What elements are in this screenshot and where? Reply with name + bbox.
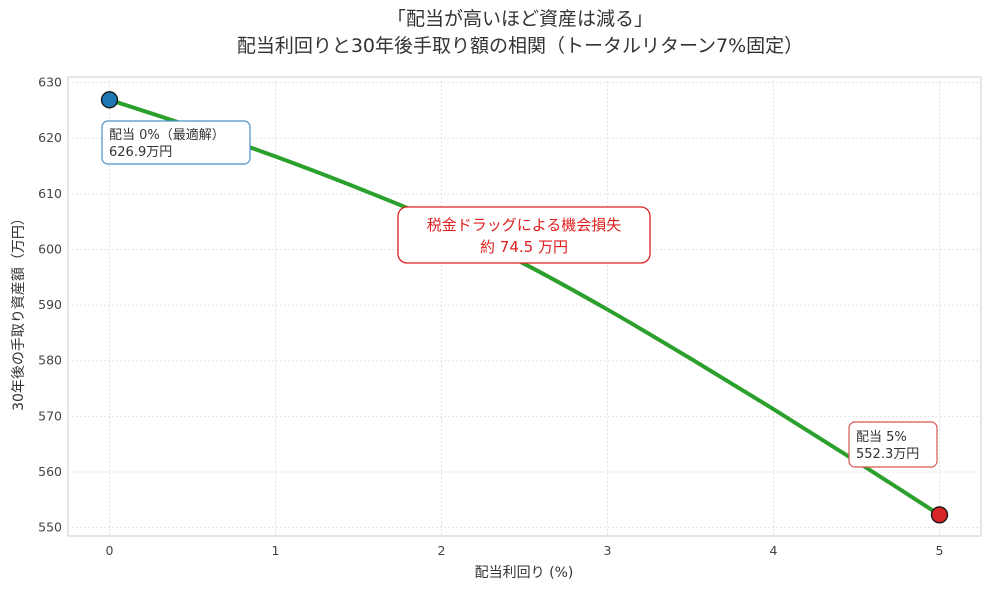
chart-title-line-2: 配当利回りと30年後手取り額の相関（トータルリターン7%固定） (237, 35, 803, 57)
annotation-dividend-0: 配当 0%（最適解） 626.9万円 (101, 120, 251, 165)
y-tick-label: 630 (38, 75, 62, 90)
y-tick-label: 600 (38, 241, 62, 256)
x-tick-label: 0 (106, 543, 114, 558)
marker-point (100, 91, 119, 109)
y-tick-label: 570 (38, 408, 62, 423)
y-tick-label: 610 (38, 186, 62, 201)
y-tick-label: 560 (38, 464, 62, 479)
annotation-loss-line-2: 約 74.5 万円 (480, 238, 568, 256)
annotation-0-line-1: 配当 0%（最適解） (109, 127, 225, 143)
y-tick-label: 590 (38, 297, 62, 312)
annotation-0-line-2: 626.9万円 (109, 145, 172, 160)
y-tick-label: 620 (38, 130, 62, 145)
annotation-box-0 (101, 120, 251, 165)
y-axis-label: 30年後の手取り資産額（万円） (11, 211, 27, 411)
x-tick-label: 2 (438, 543, 446, 558)
x-tick-label: 1 (272, 543, 280, 558)
annotation-5-line-2: 552.3万円 (856, 447, 919, 462)
x-ticks: 0 1 2 3 4 5 (106, 543, 944, 558)
x-axis-label: 配当利回り (%) (475, 565, 574, 581)
marker-point (930, 506, 949, 524)
annotation-5-line-1: 配当 5% (856, 430, 907, 445)
y-ticks: 550 560 570 580 590 600 610 620 630 (38, 75, 62, 535)
annotation-box-5 (848, 421, 938, 468)
annotation-box-loss (397, 206, 651, 264)
chart-title-line-1: 「配当が高いほど資産は減る」 (387, 8, 653, 30)
annotation-opportunity-loss: 税金ドラッグによる機会損失 約 74.5 万円 (397, 206, 651, 264)
x-tick-label: 3 (604, 543, 612, 558)
annotation-loss-line-1: 税金ドラッグによる機会損失 (427, 216, 622, 234)
markers (100, 91, 949, 524)
annotation-dividend-5: 配当 5% 552.3万円 (848, 421, 938, 468)
y-tick-label: 580 (38, 353, 62, 368)
x-tick-label: 5 (936, 543, 944, 558)
y-tick-label: 550 (38, 520, 62, 535)
x-tick-label: 4 (770, 543, 778, 558)
